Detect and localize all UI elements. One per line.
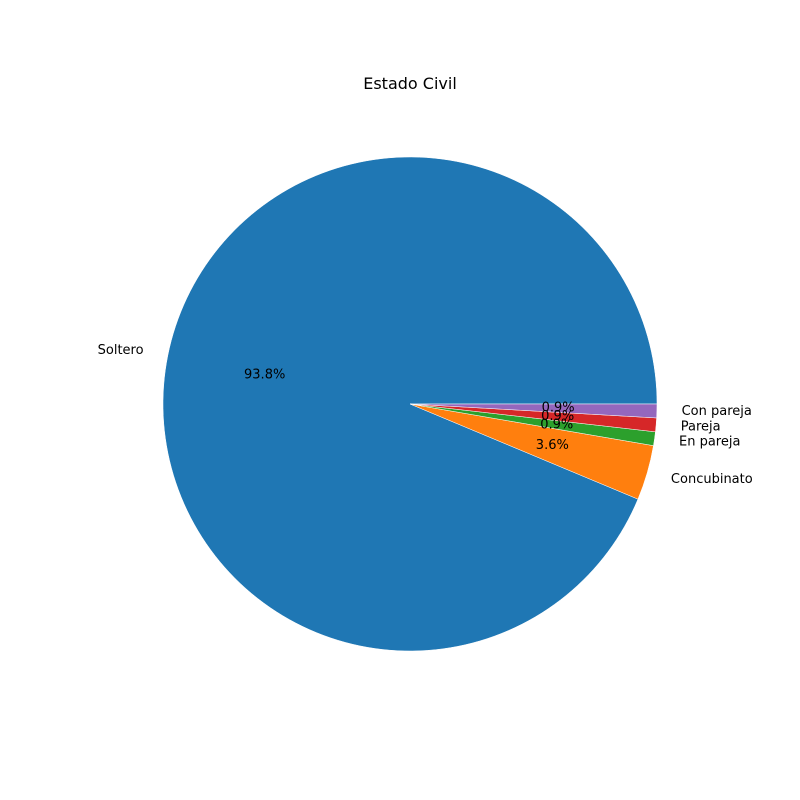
pie-slice-con-pareja [409, 403, 658, 419]
slice-pct-soltero: 93.8% [244, 367, 285, 382]
slice-label-con-pareja: Con pareja [682, 404, 752, 419]
slice-label-soltero: Soltero [98, 343, 144, 358]
slice-label-en-pareja: En pareja [679, 435, 740, 450]
pie-labels: Soltero 93.8% Concubinato 3.6% En pareja 0.9%… [98, 343, 753, 487]
pie-slices [162, 156, 658, 652]
slice-label-pareja: Pareja [681, 419, 721, 434]
slice-pct-con-pareja: 0.9% [542, 401, 575, 416]
slice-label-concubinato: Concubinato [671, 472, 753, 487]
slice-pct-concubinato: 3.6% [536, 438, 569, 453]
slice-pct-pareja: 0.9% [541, 409, 574, 424]
chart-title: Estado Civil [363, 74, 457, 93]
slice-pct-en-pareja: 0.9% [540, 417, 573, 432]
